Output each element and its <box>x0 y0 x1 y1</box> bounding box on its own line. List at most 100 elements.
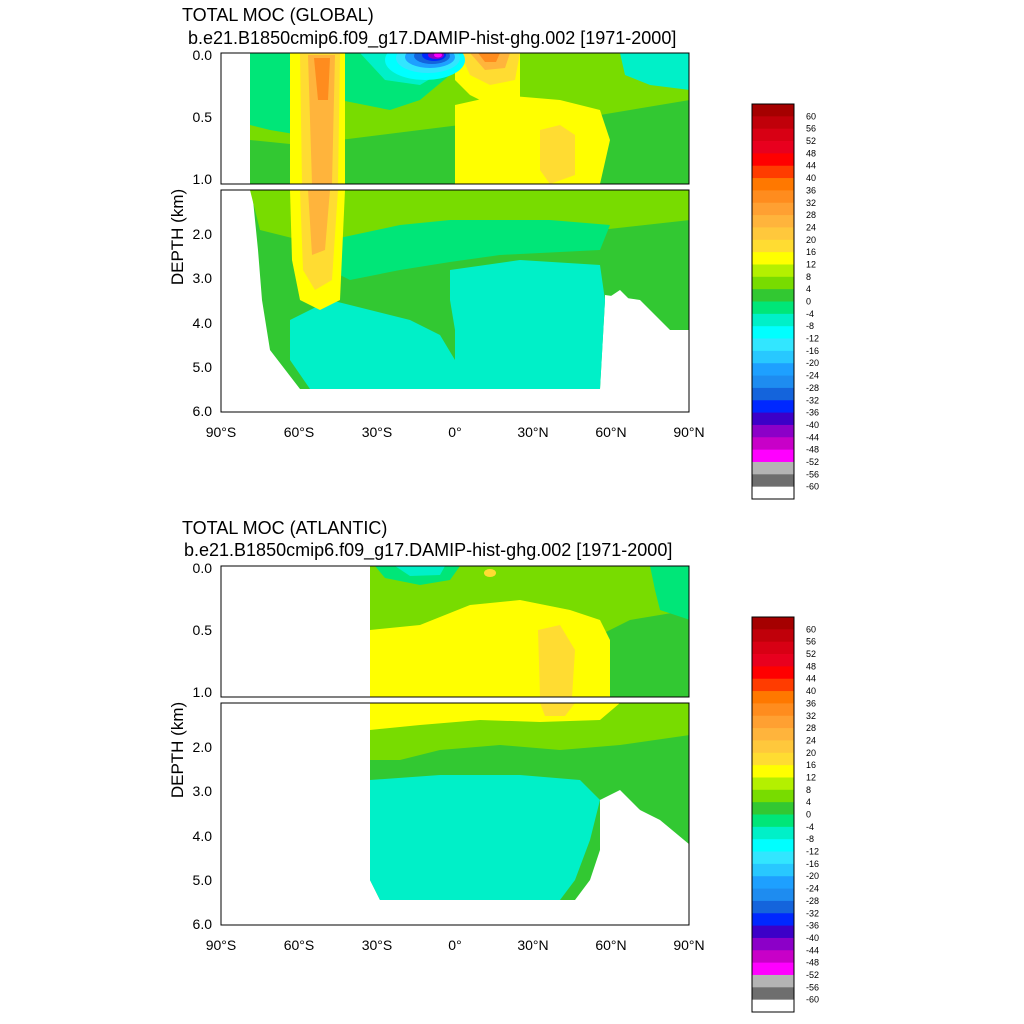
colorbar-label: 48 <box>806 148 816 158</box>
colorbar-swatch <box>752 486 794 500</box>
colorbar-swatch <box>752 925 794 939</box>
colorbar-swatch <box>752 765 794 778</box>
atlantic-lower-panel-frame <box>220 702 690 926</box>
x-tick: 60°S <box>284 937 315 953</box>
global-upper-panel-frame <box>220 52 690 185</box>
colorbar-label: 24 <box>806 222 816 232</box>
colorbar-swatch <box>752 802 794 815</box>
colorbar-swatch <box>752 276 794 290</box>
colorbar-label: 44 <box>806 161 816 171</box>
global-upper-panel-field <box>250 53 689 184</box>
colorbar-swatch <box>752 116 794 130</box>
colorbar-label: -8 <box>806 321 814 331</box>
colorbar-label: 0 <box>806 810 811 820</box>
colorbar-label: -36 <box>806 408 819 418</box>
colorbar-swatch <box>752 363 794 376</box>
colorbar-swatch <box>752 153 794 167</box>
colorbar-swatch <box>752 141 794 154</box>
y-tick: 0.5 <box>193 109 213 125</box>
colorbar-swatch <box>752 999 794 1013</box>
colorbar-swatch <box>752 913 794 926</box>
colorbar-swatch <box>752 202 794 216</box>
colorbar-swatch <box>752 338 794 352</box>
x-ticks: 90°S 60°S 30°S 0° 30°N 60°N 90°N <box>206 424 705 440</box>
chart-subtitle: b.e21.B1850cmip6.f09_g17.DAMIP-hist-ghg.… <box>188 28 676 49</box>
colorbar-label: -40 <box>806 420 819 430</box>
chart-title: TOTAL MOC (ATLANTIC) <box>182 518 387 538</box>
colorbar-swatch <box>752 190 794 204</box>
atlantic-upper-panel-frame <box>220 565 690 698</box>
colorbar-label: -48 <box>806 958 819 968</box>
x-tick: 90°S <box>206 937 237 953</box>
y-tick: 4.0 <box>193 828 213 844</box>
colorbar-frame <box>751 616 795 1013</box>
x-tick: 60°N <box>595 937 626 953</box>
atlantic-lower-panel-field <box>221 703 689 925</box>
colorbar-swatch <box>752 814 794 828</box>
colorbar-swatch <box>752 740 794 754</box>
y-tick: 2.0 <box>193 739 213 755</box>
colorbar: 60565248444036322824201612840-4-8-12-16-… <box>751 616 819 1013</box>
colorbar-swatch <box>752 715 794 729</box>
colorbar-label: -4 <box>806 309 814 319</box>
colorbar-swatch <box>752 851 794 865</box>
colorbar-swatch <box>752 313 794 327</box>
y-axis-label: DEPTH (km) <box>168 189 187 285</box>
y-tick: 5.0 <box>193 872 213 888</box>
colorbar-swatch <box>752 424 794 438</box>
colorbar-label: -20 <box>806 871 819 881</box>
colorbar-swatch <box>752 264 794 278</box>
colorbar-label: -24 <box>806 884 819 894</box>
colorbar-swatch <box>752 876 794 889</box>
colorbar-label: -32 <box>806 395 819 405</box>
colorbar-swatch <box>752 654 794 667</box>
colorbar-label: -28 <box>806 383 819 393</box>
colorbar-label: -4 <box>806 822 814 832</box>
x-tick: 30°N <box>517 424 548 440</box>
x-tick: 0° <box>448 937 461 953</box>
x-ticks: 90°S 60°S 30°S 0° 30°N 60°N 90°N <box>206 937 705 953</box>
atlantic-upper-panel-field <box>221 566 689 697</box>
colorbar-label: -56 <box>806 982 819 992</box>
colorbar-label: 4 <box>806 284 811 294</box>
colorbar-label: 28 <box>806 723 816 733</box>
y-tick: 0.0 <box>193 560 213 576</box>
x-tick: 60°S <box>284 424 315 440</box>
chart-subtitle: b.e21.B1850cmip6.f09_g17.DAMIP-hist-ghg.… <box>184 540 672 561</box>
y-tick: 6.0 <box>193 916 213 932</box>
colorbar-label: -24 <box>806 371 819 381</box>
colorbar-label: 28 <box>806 210 816 220</box>
x-tick: 0° <box>448 424 461 440</box>
colorbar-swatch <box>752 387 794 401</box>
x-tick: 30°S <box>362 937 393 953</box>
colorbar-label: 32 <box>806 711 816 721</box>
lower-y-ticks: 2.0 3.0 4.0 5.0 6.0 <box>193 226 213 419</box>
y-tick: 5.0 <box>193 359 213 375</box>
colorbar-label: 24 <box>806 735 816 745</box>
colorbar-label: 32 <box>806 198 816 208</box>
colorbar-swatch <box>752 839 794 852</box>
colorbar-swatch <box>752 461 794 475</box>
colorbar-swatch <box>752 289 794 302</box>
colorbar-label: -48 <box>806 445 819 455</box>
colorbar-label: -52 <box>806 970 819 980</box>
colorbar-swatch <box>752 474 794 488</box>
colorbar-label: -8 <box>806 834 814 844</box>
colorbar-swatch <box>752 974 794 988</box>
colorbar-swatch <box>752 962 794 976</box>
colorbar-label: 60 <box>806 624 816 634</box>
colorbar-label: -60 <box>806 482 819 492</box>
colorbar-swatch <box>752 400 794 413</box>
colorbar-label: -44 <box>806 945 819 955</box>
colorbar-label: 52 <box>806 136 816 146</box>
colorbar-swatch <box>752 165 794 179</box>
colorbar-label: 0 <box>806 297 811 307</box>
global-moc-chart: TOTAL MOC (GLOBAL) b.e21.B1850cmip6.f09_… <box>168 5 819 500</box>
colorbar-label: -12 <box>806 847 819 857</box>
colorbar-swatch <box>752 987 794 1001</box>
colorbar-frame <box>751 103 795 500</box>
colorbar-label: 20 <box>806 748 816 758</box>
colorbar-swatch <box>752 826 794 840</box>
x-tick: 90°N <box>673 937 704 953</box>
